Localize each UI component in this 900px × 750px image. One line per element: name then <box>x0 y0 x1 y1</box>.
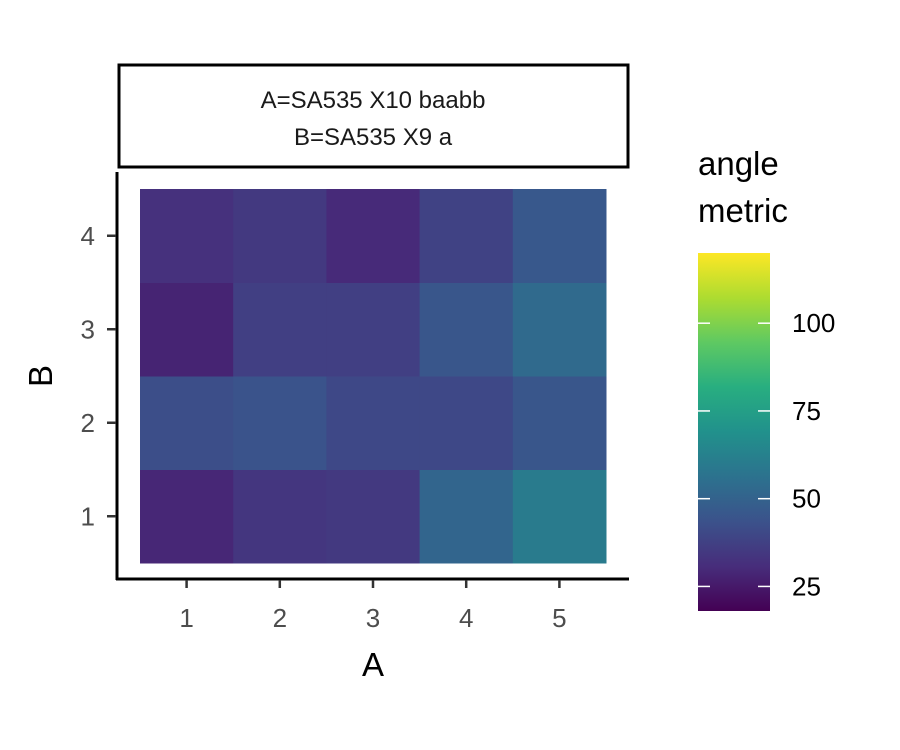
x-tick-label: 1 <box>179 603 193 633</box>
x-tick-label: 2 <box>273 603 287 633</box>
colorbar <box>698 253 770 611</box>
y-axis-title: B <box>22 365 59 387</box>
heatmap-cell <box>512 376 607 470</box>
heatmap-cell <box>140 376 234 470</box>
legend-title-line: angle <box>698 145 779 182</box>
x-tick-label: 3 <box>366 603 380 633</box>
x-axis-ticks: 1 2 3 4 5 <box>179 580 567 633</box>
heatmap-cell <box>140 189 234 283</box>
x-axis-title: A <box>362 646 384 683</box>
x-tick-label: 5 <box>552 603 566 633</box>
heatmap-cell <box>326 469 421 564</box>
legend-tick-label: 100 <box>792 308 835 338</box>
strip-label-line-1: A=SA535 X10 baabb <box>261 87 486 114</box>
y-tick-label: 4 <box>81 221 95 251</box>
legend-ticks: 25 50 75 100 <box>698 308 835 601</box>
y-axis-ticks: 1 2 3 4 <box>81 221 116 531</box>
y-tick-label: 3 <box>81 314 95 344</box>
heatmap-cell <box>419 282 514 377</box>
legend-tick-label: 50 <box>792 484 821 514</box>
heatmap-cell <box>419 189 514 283</box>
legend-tick-label: 75 <box>792 396 821 426</box>
heatmap-cell <box>419 376 514 470</box>
y-tick-label: 2 <box>81 408 95 438</box>
heatmap-cell <box>512 189 607 283</box>
heatmap-cell <box>233 282 327 377</box>
x-tick-label: 4 <box>459 603 473 633</box>
heatmap-cell <box>512 282 607 377</box>
heatmap-cell <box>326 282 421 377</box>
heatmap-cell <box>140 469 234 564</box>
heatmap-cell <box>326 376 421 470</box>
heatmap-tiles <box>140 189 607 564</box>
legend-title-line: metric <box>698 192 788 229</box>
legend-title: angle metric <box>698 145 788 229</box>
strip-box <box>117 63 630 169</box>
heatmap-cell <box>419 469 514 564</box>
heatmap-cell <box>233 469 327 564</box>
colorbar-legend: angle metric 25 50 75 100 <box>698 145 835 611</box>
y-tick-label: 1 <box>81 501 95 531</box>
heatmap-cell <box>233 189 327 283</box>
legend-tick-label: 25 <box>792 571 821 601</box>
heatmap-cell <box>512 469 607 564</box>
heatmap-cell <box>233 376 327 470</box>
heatmap-cell <box>140 282 234 377</box>
strip-label-line-2: B=SA535 X9 a <box>294 124 453 151</box>
heatmap-cell <box>326 189 421 283</box>
facet-strip: A=SA535 X10 baabb B=SA535 X9 a <box>117 63 630 169</box>
